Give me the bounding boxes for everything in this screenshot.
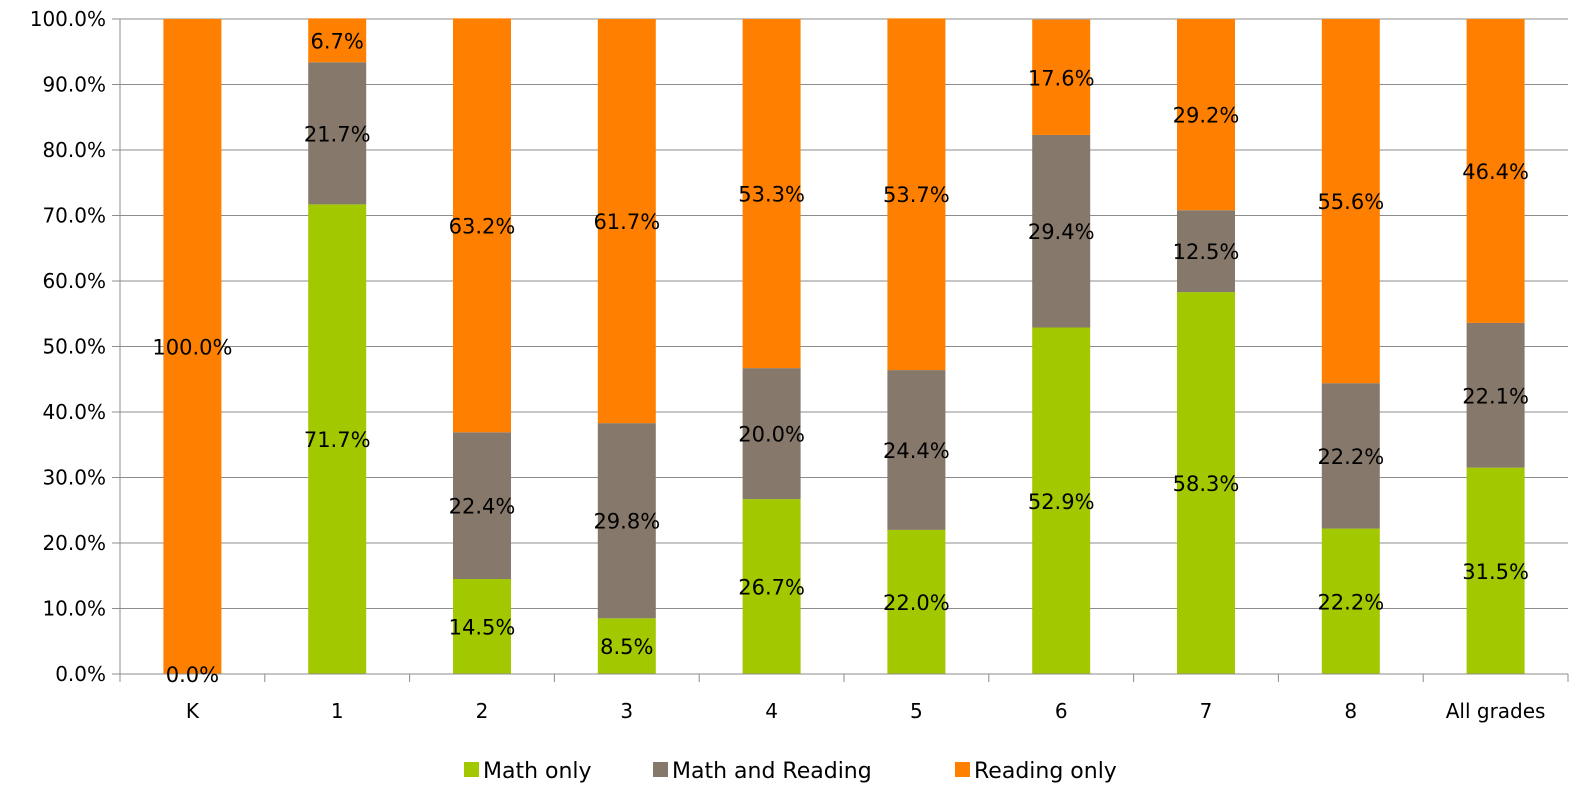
- data-label-math-and-reading: 22.2%: [1317, 445, 1384, 469]
- bar-math-and-reading: [308, 62, 367, 205]
- bar-reading-only: [597, 19, 656, 424]
- bar-math-and-reading: [1032, 134, 1091, 328]
- y-tick-label: 60.0%: [42, 269, 106, 293]
- legend-swatch: [464, 762, 479, 777]
- legend-swatch: [955, 762, 970, 777]
- y-tick-label: 100.0%: [30, 7, 106, 31]
- legend-swatch: [653, 762, 668, 777]
- bar-math-only: [1321, 528, 1380, 674]
- data-label-reading-only: 6.7%: [311, 29, 364, 53]
- data-label-reading-only: 46.4%: [1462, 160, 1529, 184]
- bar-reading-only: [1466, 19, 1525, 323]
- bar-reading-only: [742, 19, 801, 369]
- bar-reading-only: [163, 19, 222, 674]
- data-labels: 0.0% 100.0% 71.7% 21.7% 6.7% 14.5% 22.4% 63.2% 8…: [152, 29, 1529, 687]
- data-label-math-only: 22.0%: [883, 591, 950, 615]
- data-label-math-only: 14.5%: [449, 616, 516, 640]
- y-tick-label: 80.0%: [42, 138, 106, 162]
- y-tick-label: 70.0%: [42, 204, 106, 228]
- bar-reading-only: [453, 18, 511, 433]
- bar-math-and-reading: [597, 423, 656, 619]
- bar-math-only: [1032, 327, 1091, 674]
- bar-math-only: [742, 499, 801, 674]
- data-label-math-only: 26.7%: [738, 576, 805, 600]
- x-tick-label: 6: [1055, 699, 1068, 723]
- data-label-math-and-reading: 21.7%: [304, 122, 371, 146]
- bar-math-and-reading: [1321, 383, 1380, 529]
- bar-math-and-reading: [1177, 210, 1235, 293]
- data-label-math-only: 8.5%: [600, 635, 653, 659]
- y-tick-label: 10.0%: [42, 597, 106, 621]
- bar-reading-only: [1321, 19, 1380, 384]
- data-label-reading-only: 53.7%: [883, 183, 950, 207]
- data-label-math-and-reading: 29.4%: [1028, 220, 1095, 244]
- data-label-math-only: 58.3%: [1173, 472, 1240, 496]
- x-tick-label: 1: [331, 699, 344, 723]
- y-tick-label: 40.0%: [42, 400, 106, 424]
- bar-math-only: [308, 204, 367, 675]
- x-tick-label: 8: [1344, 699, 1357, 723]
- data-label-math-only: 22.2%: [1317, 590, 1384, 614]
- bar-math-only: [887, 529, 946, 674]
- legend: Math only Math and Reading Reading only: [464, 759, 1117, 784]
- bar-math-only: [453, 579, 511, 674]
- bar-math-and-reading: [742, 368, 801, 500]
- legend-label: Math only: [483, 759, 592, 784]
- data-label-math-only: 52.9%: [1028, 490, 1095, 514]
- x-tick-label: All grades: [1446, 699, 1546, 723]
- x-tick-label: 7: [1200, 699, 1213, 723]
- bar-math-and-reading: [453, 432, 511, 580]
- x-tick-label: 4: [765, 699, 778, 723]
- bar-math-only: [597, 618, 656, 674]
- x-tick-label: 2: [476, 699, 489, 723]
- data-label-reading-only: 100.0%: [152, 336, 232, 360]
- bar-math-only: [1466, 467, 1525, 674]
- bar-math-and-reading: [1466, 322, 1525, 468]
- data-label-math-only: 71.7%: [304, 428, 371, 452]
- data-label-math-only: 0.0%: [166, 663, 219, 687]
- data-label-math-and-reading: 22.1%: [1462, 384, 1529, 408]
- bars: [163, 18, 1525, 675]
- x-tick-label: K: [186, 699, 200, 723]
- data-label-reading-only: 53.3%: [738, 183, 805, 207]
- bar-math-and-reading: [887, 370, 946, 530]
- bar-math-only: [1177, 292, 1235, 674]
- x-tick-label: 3: [620, 699, 633, 723]
- data-label-math-only: 31.5%: [1462, 560, 1529, 584]
- legend-label: Reading only: [974, 759, 1117, 784]
- y-tick-label: 90.0%: [42, 73, 106, 97]
- data-label-math-and-reading: 29.8%: [593, 510, 660, 534]
- legend-item-math-and-reading: Math and Reading: [653, 759, 872, 784]
- data-label-reading-only: 17.6%: [1028, 66, 1095, 90]
- data-label-reading-only: 29.2%: [1173, 104, 1240, 128]
- data-label-reading-only: 55.6%: [1317, 190, 1384, 214]
- legend-item-math-only: Math only: [464, 759, 592, 784]
- y-tick-label: 20.0%: [42, 531, 106, 555]
- bar-reading-only: [887, 18, 946, 371]
- bar-reading-only: [1032, 19, 1091, 135]
- y-tick-label: 50.0%: [42, 335, 106, 359]
- y-tick-label: 30.0%: [42, 466, 106, 490]
- data-label-math-and-reading: 24.4%: [883, 439, 950, 463]
- data-label-math-and-reading: 20.0%: [738, 423, 805, 447]
- bar-reading-only: [308, 18, 367, 63]
- axes: 0.0%10.0%20.0%30.0%40.0%50.0%60.0%70.0%8…: [30, 7, 1569, 723]
- legend-item-reading-only: Reading only: [955, 759, 1117, 784]
- data-label-math-and-reading: 12.5%: [1173, 240, 1240, 264]
- bar-reading-only: [1177, 19, 1235, 211]
- x-tick-label: 5: [910, 699, 923, 723]
- legend-label: Math and Reading: [672, 759, 872, 784]
- y-tick-label: 0.0%: [55, 662, 106, 686]
- data-label-math-and-reading: 22.4%: [449, 495, 516, 519]
- data-label-reading-only: 61.7%: [593, 210, 660, 234]
- data-label-reading-only: 63.2%: [449, 214, 516, 238]
